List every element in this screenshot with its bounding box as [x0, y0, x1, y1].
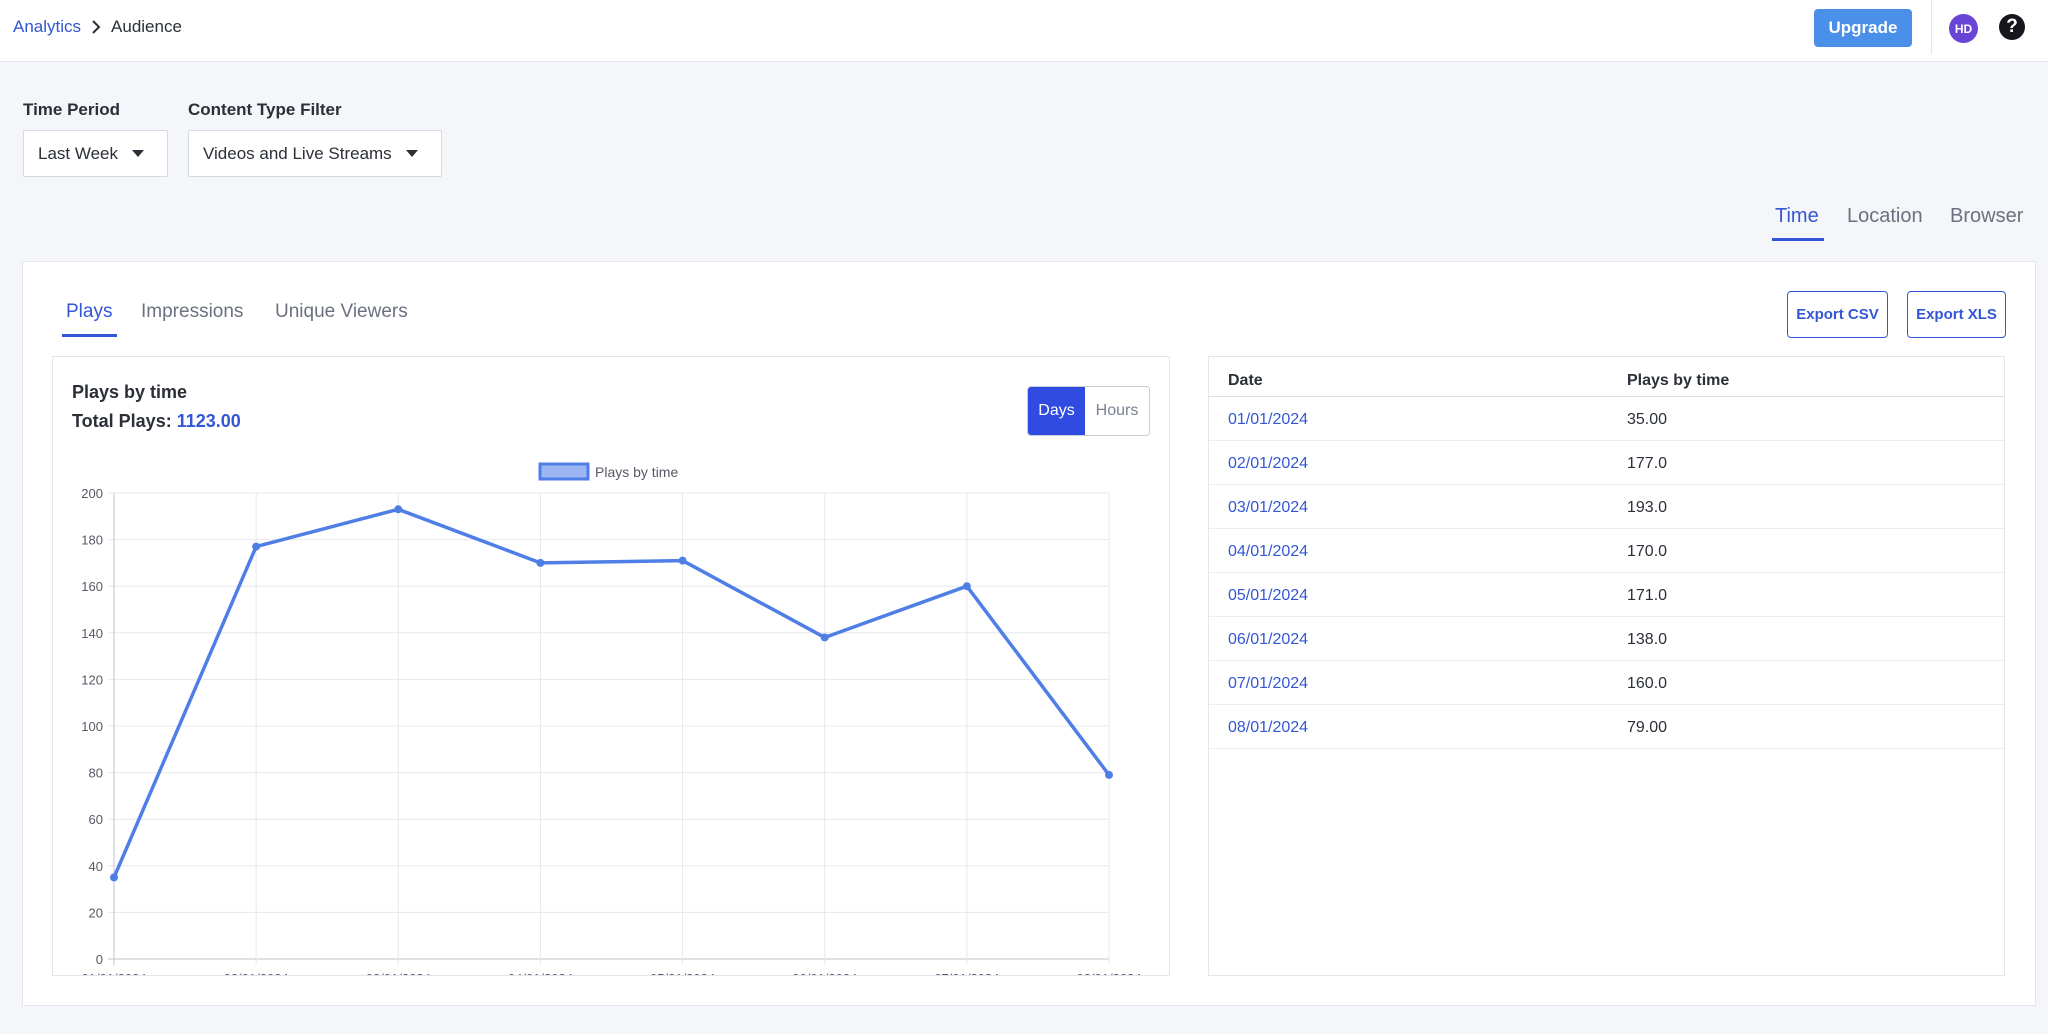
table-row: 02/01/2024 177.0 [1209, 441, 2004, 485]
tab-location[interactable]: Location [1847, 205, 1923, 227]
time-period-value: Last Week [38, 143, 119, 163]
table-row: 01/01/2024 35.00 [1209, 397, 2004, 441]
upgrade-button[interactable]: Upgrade [1814, 9, 1912, 47]
active-metric-indicator [62, 334, 117, 337]
row-date-link[interactable]: 02/01/2024 [1228, 455, 1309, 472]
caret-down-icon [405, 150, 418, 157]
data-point [820, 633, 829, 642]
top-bar: Analytics Audience Upgrade HD ? [0, 0, 2048, 62]
data-point [962, 582, 971, 591]
y-tick-label: 200 [81, 486, 103, 501]
y-tick-label: 160 [81, 579, 103, 594]
row-plays-value: 160.0 [1627, 675, 1668, 692]
row-plays-value: 138.0 [1627, 631, 1668, 648]
time-period-label: Time Period [23, 100, 120, 119]
row-date-link[interactable]: 05/01/2024 [1228, 587, 1309, 604]
series-line [112, 507, 1111, 879]
table-row: 03/01/2024 193.0 [1209, 485, 2004, 529]
tab-unique-viewers[interactable]: Unique Viewers [275, 301, 408, 322]
row-plays-value: 170.0 [1627, 543, 1668, 560]
table-row: 07/01/2024 160.0 [1209, 661, 2004, 705]
export-xls-button[interactable]: Export XLS [1907, 291, 2006, 338]
table-row: 08/01/2024 79.00 [1209, 705, 2004, 749]
x-tick-label: 06/01/2024 [792, 971, 857, 975]
chart-title: Plays by time [72, 382, 188, 402]
avatar[interactable]: HD [1949, 14, 1978, 43]
chevron-right-icon [91, 20, 101, 34]
row-date-link[interactable]: 04/01/2024 [1228, 543, 1309, 560]
row-plays-value: 193.0 [1627, 499, 1668, 516]
total-plays-label: Total Plays: [72, 411, 172, 431]
row-date-link[interactable]: 08/01/2024 [1228, 719, 1309, 736]
tab-browser[interactable]: Browser [1950, 205, 2024, 227]
granularity-toggle: Days Hours [1027, 386, 1150, 436]
row-date-link[interactable]: 01/01/2024 [1228, 411, 1309, 428]
active-tab-indicator [1772, 238, 1824, 241]
table-header: Date Plays by time [1209, 357, 2004, 397]
header-divider [1931, 0, 1932, 54]
row-date-link[interactable]: 03/01/2024 [1228, 499, 1309, 516]
tab-impressions[interactable]: Impressions [141, 301, 244, 322]
data-point [252, 542, 261, 551]
date-column-header: Date [1228, 372, 1263, 389]
data-point [110, 873, 118, 882]
table-row: 06/01/2024 138.0 [1209, 617, 2004, 661]
plays-table: Date Plays by time 01/01/2024 35.00 02/01/… [1208, 356, 2005, 976]
content-type-value: Videos and Live Streams [203, 143, 392, 163]
y-tick-label: 0 [96, 952, 103, 967]
total-plays-value: 1123.00 [176, 411, 241, 431]
y-tick-label: 180 [81, 533, 103, 548]
tab-plays[interactable]: Plays [66, 301, 113, 322]
time-period-select[interactable]: Last Week [23, 130, 168, 177]
row-date-link[interactable]: 06/01/2024 [1228, 631, 1309, 648]
row-plays-value: 35.00 [1627, 411, 1668, 428]
chart-panel [52, 356, 1170, 976]
row-date-link[interactable]: 07/01/2024 [1228, 675, 1309, 692]
table-row: 04/01/2024 170.0 [1209, 529, 2004, 573]
x-tick-label: 05/01/2024 [650, 971, 715, 975]
table-row: 05/01/2024 171.0 [1209, 573, 2004, 617]
y-tick-label: 20 [89, 905, 103, 920]
x-tick-label: 04/01/2024 [508, 971, 573, 975]
row-plays-value: 171.0 [1627, 587, 1668, 604]
breadcrumb-analytics-link[interactable]: Analytics [13, 17, 82, 36]
y-tick-label: 100 [81, 719, 103, 734]
data-point [1105, 770, 1113, 779]
data-point [678, 556, 687, 565]
y-tick-label: 60 [89, 812, 103, 827]
legend-swatch [538, 462, 590, 481]
y-tick-label: 40 [89, 859, 103, 874]
x-tick-label: 03/01/2024 [366, 971, 431, 975]
tab-time[interactable]: Time [1775, 205, 1819, 227]
y-tick-label: 140 [81, 626, 103, 641]
breadcrumb: Analytics Audience [13, 17, 182, 37]
data-point [394, 505, 403, 514]
data-point [536, 558, 545, 567]
x-tick-label: 01/01/2024 [81, 971, 146, 975]
x-tick-label: 08/01/2024 [1076, 971, 1141, 975]
row-plays-value: 177.0 [1627, 455, 1668, 472]
hours-toggle-button[interactable]: Hours [1085, 387, 1149, 435]
x-tick-label: 07/01/2024 [934, 971, 999, 975]
y-tick-label: 120 [81, 672, 103, 687]
x-tick-label: 02/01/2024 [224, 971, 289, 975]
content-type-select[interactable]: Videos and Live Streams [188, 130, 442, 177]
chart-total: Total Plays: 1123.00 [72, 411, 241, 432]
plays-line-chart: 0 20 40 60 80 100 120 140 160 180 200 01/01/2024 02/… [81, 462, 1142, 975]
row-plays-value: 79.00 [1627, 719, 1668, 736]
breadcrumb-current: Audience [111, 17, 182, 36]
help-icon[interactable]: ? [1999, 14, 2025, 40]
legend-label: Plays by time [595, 464, 678, 480]
y-tick-label: 80 [89, 766, 103, 781]
export-csv-button[interactable]: Export CSV [1787, 291, 1888, 338]
content-type-label: Content Type Filter [188, 100, 342, 119]
caret-down-icon [132, 150, 145, 157]
plays-column-header: Plays by time [1627, 372, 1730, 389]
days-toggle-button[interactable]: Days [1028, 387, 1085, 435]
